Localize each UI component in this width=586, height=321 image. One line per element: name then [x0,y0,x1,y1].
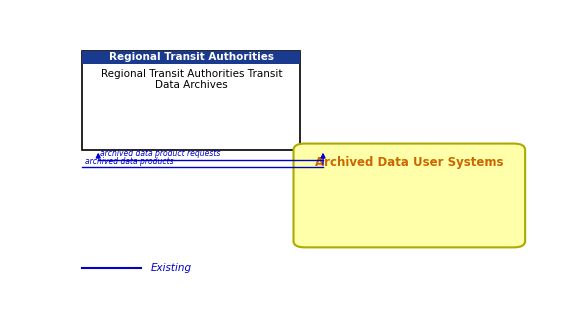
Text: archived data product requests: archived data product requests [101,149,221,158]
Text: Archived Data User Systems: Archived Data User Systems [315,156,503,169]
Bar [82,51,300,64]
Text: archived data products: archived data products [84,157,173,166]
Text: Existing: Existing [151,264,192,273]
Text: Regional Transit Authorities Transit
Data Archives: Regional Transit Authorities Transit Dat… [101,69,282,90]
Bar [82,51,300,150]
Text: Regional Transit Authorities: Regional Transit Authorities [109,52,274,62]
FancyBboxPatch shape [294,143,525,247]
